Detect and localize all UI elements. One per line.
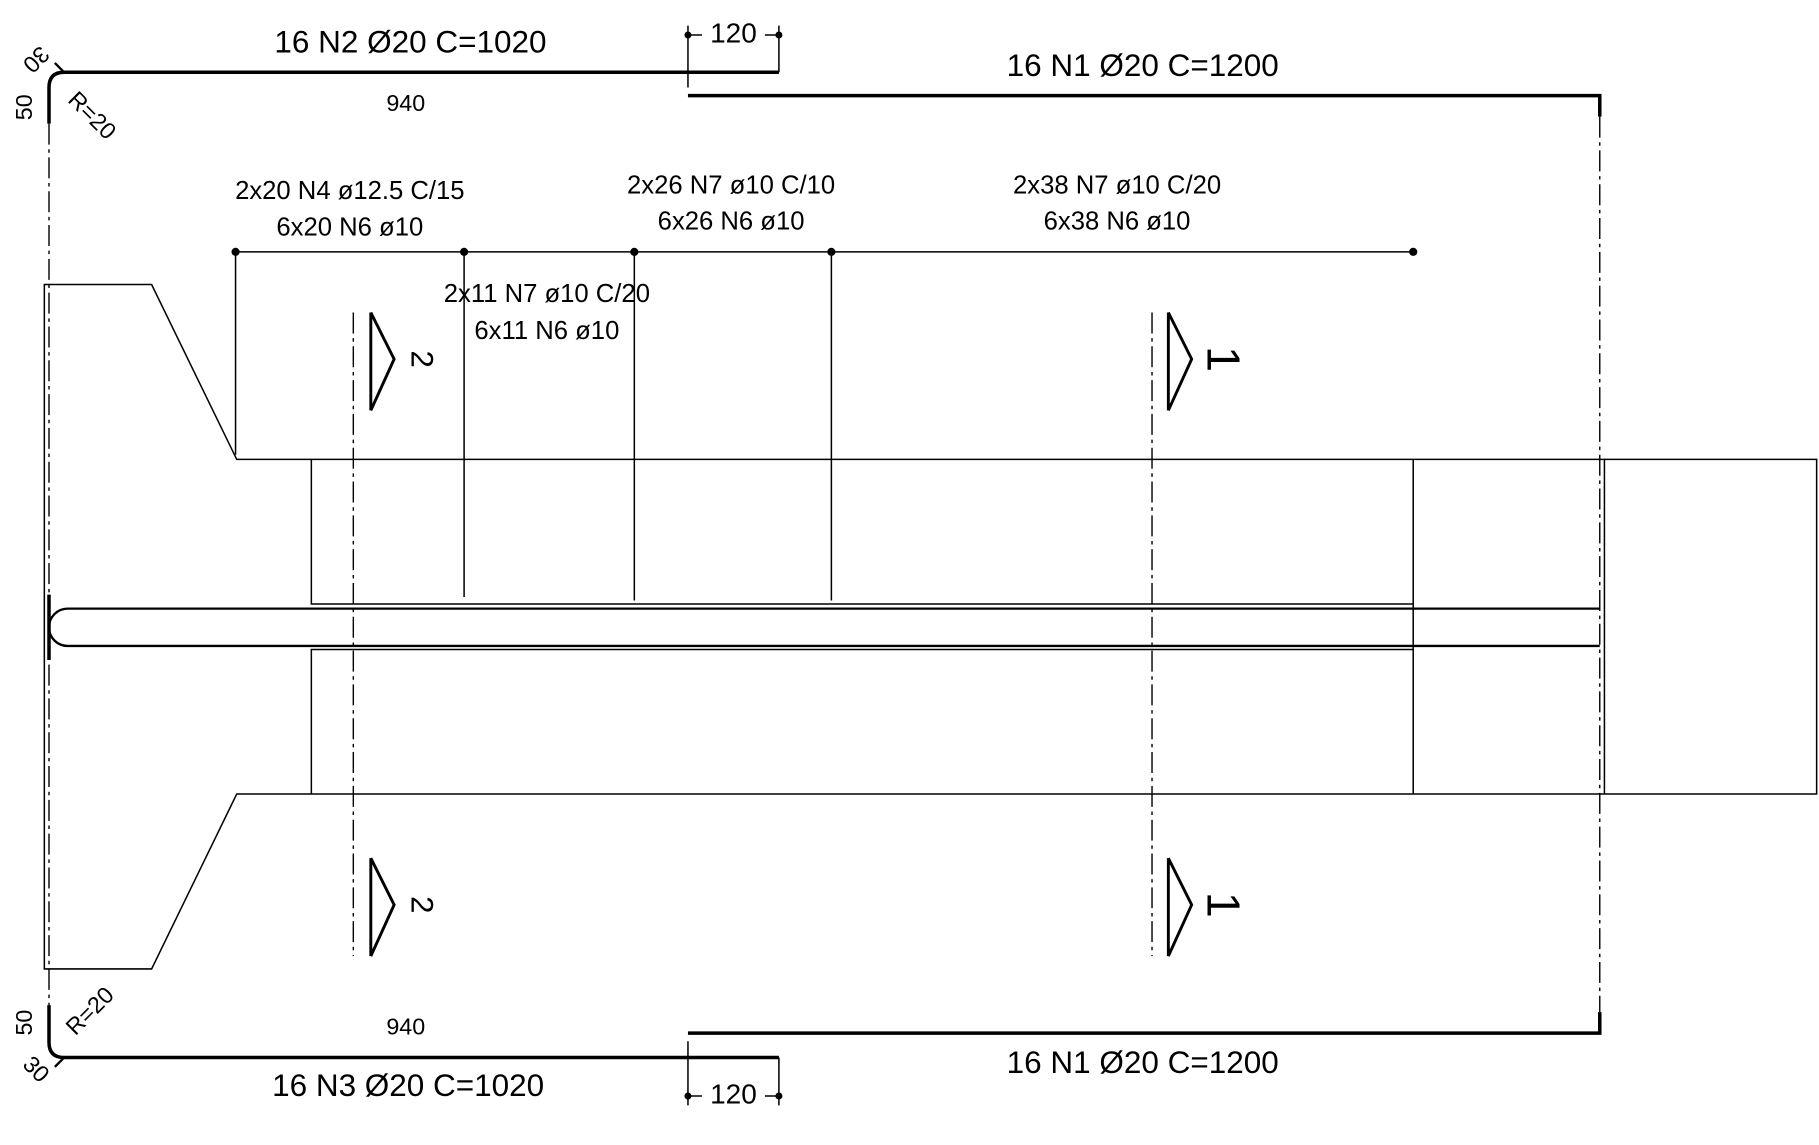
stirrup-label: 6x11 N6 ø10: [474, 317, 619, 345]
dim-dot: [775, 31, 783, 39]
section-label: 1: [1197, 892, 1249, 918]
section-label: 2: [404, 350, 439, 368]
bar-label: 16 N1 Ø20 C=1200: [1007, 1045, 1279, 1080]
stirrup-label: 2x11 N7 ø10 C/20: [444, 280, 650, 308]
bar-n1-top: [687, 93, 1602, 117]
stirrup-label: 6x26 N6 ø10: [658, 207, 805, 235]
dim-dot: [231, 247, 240, 256]
stirrup-label: 6x20 N6 ø10: [276, 213, 423, 241]
stirrup-label: 2x26 N7 ø10 C/10: [627, 171, 835, 199]
hook: [54, 62, 65, 74]
bar-label: 16 N2 Ø20 C=1020: [274, 25, 546, 60]
hook-label: 30: [18, 41, 55, 78]
section-label: 1: [1197, 346, 1249, 372]
dim-dot: [1409, 247, 1418, 256]
leg-label: 50: [11, 1010, 37, 1036]
stirrup-label: 2x20 N4 ø12.5 C/15: [235, 177, 464, 205]
section-label: 2: [404, 896, 439, 914]
radius-label: R=20: [63, 86, 121, 144]
dim-dot: [630, 247, 639, 256]
stirrup-label: 2x38 N7 ø10 C/20: [1013, 171, 1221, 199]
length-label: 940: [386, 90, 425, 116]
dim-dot: [460, 247, 469, 256]
dim-120: [687, 1041, 780, 1106]
overlap-label: 120: [710, 1078, 757, 1109]
bar-label: 16 N3 Ø20 C=1020: [272, 1068, 544, 1103]
bar-n1-bottom: [687, 1012, 1602, 1035]
dim-dot: [775, 1092, 783, 1100]
hook: [54, 1056, 65, 1068]
inner-lines: [310, 459, 1606, 795]
u-bar: [47, 607, 1600, 648]
bar-label: 16 N1 Ø20 C=1200: [1007, 48, 1279, 83]
dim-dot: [827, 247, 836, 256]
dim-dot: [684, 31, 692, 39]
hook-label: 30: [18, 1051, 55, 1088]
length-label: 940: [386, 1014, 425, 1040]
radius-label: R=20: [61, 982, 119, 1040]
section-marks: [369, 311, 1194, 957]
overlap-label: 120: [710, 17, 757, 48]
outline: [43, 283, 1818, 970]
leg-label: 50: [11, 94, 37, 120]
stirrup-dims: [234, 251, 1414, 601]
stirrup-label: 6x38 N6 ø10: [1044, 207, 1191, 235]
dim-dot: [684, 1092, 692, 1100]
dim-120: [687, 25, 780, 88]
